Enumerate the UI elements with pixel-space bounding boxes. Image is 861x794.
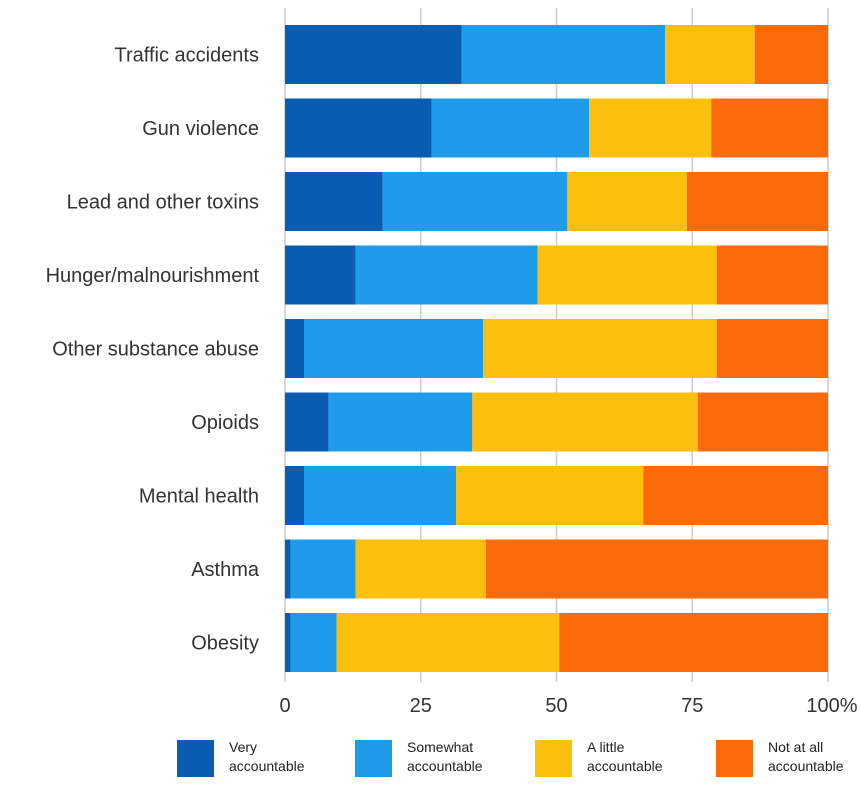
category-label: Hunger/malnourishment — [46, 265, 260, 287]
bar-segment — [716, 245, 828, 305]
bar-segment — [665, 25, 755, 84]
bar-segment — [472, 392, 698, 452]
category-label: Opioids — [191, 412, 259, 434]
bar-segment — [328, 392, 473, 452]
bar-segment — [483, 319, 717, 378]
legend-label: Not at all accountable — [768, 739, 844, 774]
x-tick-label: 75 — [681, 695, 703, 717]
bar-segment — [697, 392, 828, 452]
legend-swatch — [716, 740, 753, 777]
bar-segment — [290, 613, 337, 672]
bar-segment — [431, 98, 590, 158]
legend-swatch — [535, 740, 572, 777]
bar-segment — [285, 98, 432, 158]
bar-segment — [485, 539, 828, 599]
category-label: Other substance abuse — [52, 339, 259, 361]
legend-label: Somewhat accountable — [407, 739, 483, 774]
category-labels: Traffic accidents Gun violence Lead and ot… — [46, 45, 260, 655]
bar-segment — [285, 539, 291, 599]
category-label: Gun violence — [142, 118, 259, 140]
bar-segment — [567, 172, 687, 231]
x-tick-label: 0 — [279, 695, 290, 717]
category-label: Traffic accidents — [114, 45, 259, 67]
bar-segment — [589, 98, 712, 158]
bar-segment — [643, 466, 828, 525]
bar-segment — [285, 245, 356, 305]
category-label: Lead and other toxins — [67, 192, 259, 214]
category-label: Asthma — [191, 559, 260, 581]
bar-segment — [711, 98, 828, 158]
x-tick-label: 25 — [410, 695, 432, 717]
bar-segment — [559, 613, 828, 672]
legend-swatch — [177, 740, 214, 777]
legend-swatch — [355, 740, 392, 777]
legend: Very accountable Somewhat accountable A litt… — [177, 739, 844, 777]
bar-segment — [285, 25, 462, 84]
bar-segment — [456, 466, 644, 525]
category-label: Mental health — [139, 486, 259, 508]
legend-label: Very accountable — [229, 739, 305, 774]
bar-segment — [686, 172, 828, 231]
bar-segment — [304, 466, 457, 525]
bar-segment — [382, 172, 568, 231]
x-tick-label: 50 — [545, 695, 567, 717]
category-label: Obesity — [191, 633, 259, 655]
bar-segment — [285, 466, 305, 525]
bar-segment — [290, 539, 356, 599]
bar-segment — [355, 539, 486, 599]
bar-segment — [285, 172, 383, 231]
bars — [285, 25, 828, 672]
legend-label: A little accountable — [587, 739, 663, 774]
x-axis-tick-labels: 0 25 50 75 100% — [279, 695, 857, 717]
x-tick-label: 100% — [806, 695, 857, 717]
bar-segment — [285, 319, 305, 378]
bar-segment — [716, 319, 828, 378]
bar-segment — [461, 25, 666, 84]
bar-segment — [285, 613, 291, 672]
bar-segment — [285, 392, 329, 452]
bar-segment — [754, 25, 828, 84]
bar-segment — [304, 319, 484, 378]
bar-segment — [355, 245, 538, 305]
bar-segment — [537, 245, 717, 305]
bar-segment — [336, 613, 560, 672]
